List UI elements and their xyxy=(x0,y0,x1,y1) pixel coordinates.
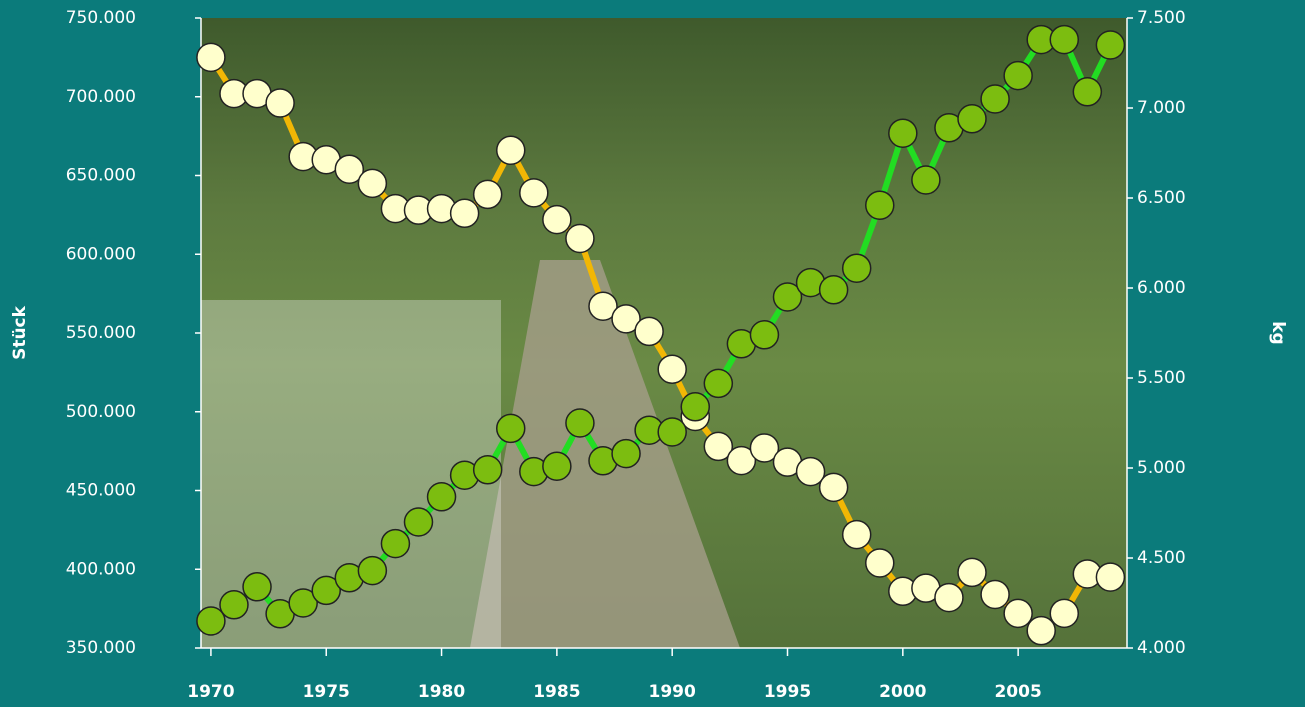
y-tick-label: 750.000 xyxy=(66,8,136,28)
data-point xyxy=(428,483,456,511)
data-point xyxy=(681,393,709,421)
data-point xyxy=(612,440,640,468)
data-point xyxy=(220,591,248,619)
data-point xyxy=(266,89,294,117)
data-point xyxy=(1096,563,1124,591)
data-point xyxy=(1096,31,1124,59)
x-tick-label: 2000 xyxy=(879,682,926,702)
y-tick-label: 500.000 xyxy=(66,402,136,422)
y-tick-label: 600.000 xyxy=(66,244,136,264)
data-point xyxy=(358,557,386,585)
data-point xyxy=(1004,62,1032,90)
data-point xyxy=(1073,78,1101,106)
data-point xyxy=(404,508,432,536)
y2-tick-label: 4.500 xyxy=(1137,548,1186,568)
y-tick-label: 550.000 xyxy=(66,323,136,343)
data-point xyxy=(912,166,940,194)
data-point xyxy=(543,452,571,480)
y2-tick-label: 7.000 xyxy=(1137,98,1186,118)
data-point xyxy=(981,85,1009,113)
data-point xyxy=(243,573,271,601)
data-point xyxy=(497,136,525,164)
y2-tick-label: 5.500 xyxy=(1137,368,1186,388)
x-tick-label: 2005 xyxy=(994,682,1041,702)
y-tick-label: 650.000 xyxy=(66,166,136,186)
y2-axis-label: kg xyxy=(1268,321,1288,344)
data-point xyxy=(381,530,409,558)
data-point xyxy=(497,414,525,442)
data-point xyxy=(658,355,686,383)
data-point xyxy=(566,225,594,253)
y2-tick-label: 6.500 xyxy=(1137,188,1186,208)
data-point xyxy=(1027,617,1055,645)
data-point xyxy=(981,580,1009,608)
data-point xyxy=(635,317,663,345)
data-point xyxy=(889,119,917,147)
data-point xyxy=(820,276,848,304)
data-point xyxy=(474,180,502,208)
x-tick-label: 1975 xyxy=(303,682,350,702)
y-tick-label: 350.000 xyxy=(66,638,136,658)
data-point xyxy=(935,584,963,612)
data-point xyxy=(566,409,594,437)
x-tick-label: 1995 xyxy=(764,682,811,702)
y-tick-label: 450.000 xyxy=(66,481,136,501)
data-point xyxy=(750,321,778,349)
data-point xyxy=(1004,599,1032,627)
data-point xyxy=(866,191,894,219)
x-tick-label: 1990 xyxy=(649,682,696,702)
y-axis-label: Stück xyxy=(10,305,30,360)
data-point xyxy=(543,206,571,234)
y-tick-label: 400.000 xyxy=(66,559,136,579)
y2-tick-label: 7.500 xyxy=(1137,8,1186,28)
data-point xyxy=(474,456,502,484)
data-point xyxy=(843,521,871,549)
data-point xyxy=(451,199,479,227)
data-point xyxy=(843,254,871,282)
data-point xyxy=(820,473,848,501)
x-tick-label: 1980 xyxy=(418,682,465,702)
data-point xyxy=(1050,599,1078,627)
chart: Stück kg 350.000 400.000 450.000 500.000 550… xyxy=(0,0,1305,707)
x-tick-label: 1985 xyxy=(533,682,580,702)
data-point xyxy=(658,418,686,446)
data-point xyxy=(958,558,986,586)
data-point xyxy=(520,179,548,207)
data-point xyxy=(704,369,732,397)
data-point xyxy=(197,43,225,71)
data-point xyxy=(1050,26,1078,54)
y2-tick-label: 4.000 xyxy=(1137,638,1186,658)
data-point xyxy=(958,105,986,133)
data-point xyxy=(866,549,894,577)
y2-tick-label: 6.000 xyxy=(1137,278,1186,298)
x-tick-label: 1970 xyxy=(187,682,234,702)
y2-tick-label: 5.000 xyxy=(1137,458,1186,478)
y-tick-label: 700.000 xyxy=(66,87,136,107)
data-point xyxy=(358,169,386,197)
